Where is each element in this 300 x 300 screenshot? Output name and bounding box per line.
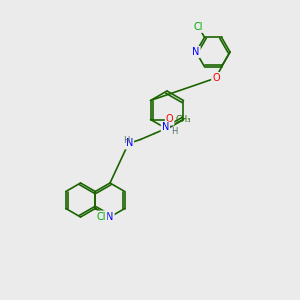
Text: O: O <box>212 73 220 83</box>
Text: H: H <box>124 136 130 145</box>
Text: Cl: Cl <box>97 212 106 221</box>
Text: N: N <box>162 122 169 133</box>
Text: N: N <box>192 47 200 57</box>
Text: N: N <box>126 139 133 148</box>
Text: N: N <box>106 212 114 222</box>
Text: H: H <box>172 127 178 136</box>
Text: O: O <box>166 115 173 124</box>
Text: Cl: Cl <box>194 22 203 32</box>
Text: CH₃: CH₃ <box>176 115 191 124</box>
